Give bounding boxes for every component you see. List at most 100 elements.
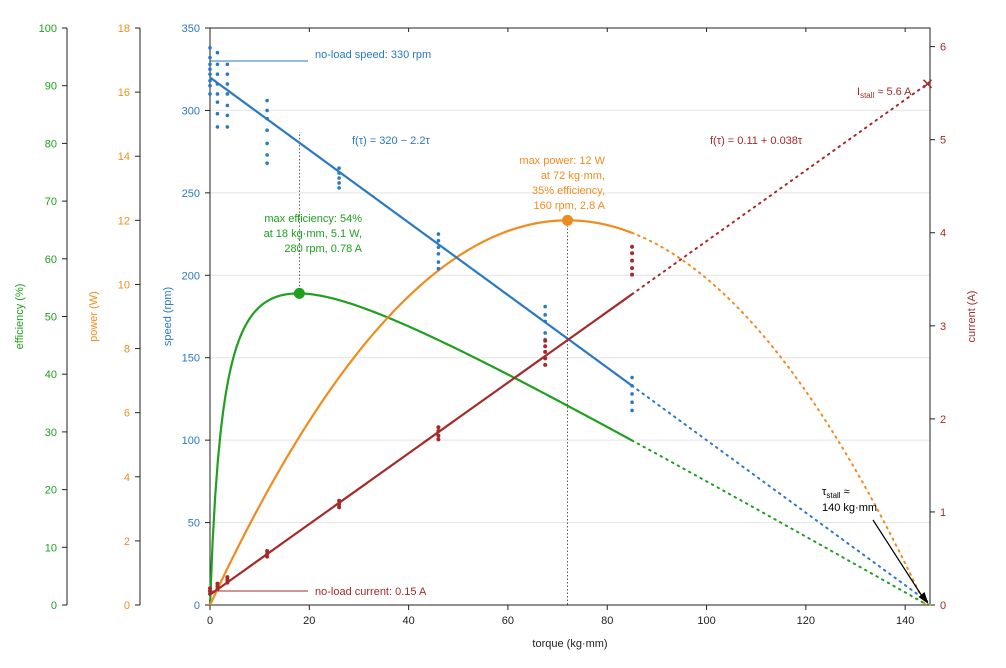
efficiency-tick-label: 70 — [45, 196, 57, 208]
speed-measurement-point — [208, 67, 212, 72]
speed-measurement-point — [208, 83, 212, 88]
max-power-label-line3: 35% efficiency, — [532, 185, 605, 197]
speed-measurement-point — [215, 50, 220, 55]
speed-measurement-point — [436, 238, 441, 243]
efficiency-tick-label: 100 — [39, 23, 57, 35]
speed-fit-line — [209, 76, 633, 387]
stall-torque-approx: ≈ — [841, 486, 850, 498]
current-measurement-point — [215, 584, 220, 589]
current-measurement-point — [265, 551, 270, 556]
stall-torque-arrow-head — [918, 592, 929, 604]
power-tick-label: 18 — [118, 23, 130, 35]
efficiency-tick-label: 30 — [45, 427, 57, 439]
stall-torque-arrow-shaft — [872, 519, 926, 601]
speed-measurement-point — [436, 260, 441, 264]
stall-torque-label-line2: 140 kg·mm — [822, 502, 877, 514]
power-tick-label: 2 — [124, 536, 130, 548]
speed-measurement-point — [208, 45, 212, 50]
efficiency-tick-label: 20 — [45, 485, 57, 497]
current-tick-label: 6 — [940, 42, 946, 54]
speed-measurement-point — [215, 100, 220, 104]
speed-measurement-point — [265, 116, 269, 121]
speed-measurement-point — [436, 252, 441, 256]
efficiency-axis-title: efficiency (%) — [14, 284, 26, 350]
speed-measurement-point — [225, 92, 230, 96]
speed-measurement-point — [208, 78, 212, 83]
current-measurement-point — [215, 581, 220, 586]
current-measurement-point — [543, 344, 548, 349]
speed-measurement-point — [337, 176, 341, 180]
stall-torque-label-line1: τstall ≈ — [822, 486, 850, 500]
power-tick-label: 12 — [118, 215, 130, 227]
speed-measurement-point — [630, 400, 634, 405]
current-fit-label: f(τ) = 0.11 + 0.038τ — [710, 135, 803, 147]
speed-measurement-point — [225, 113, 230, 118]
speed-measurement-point — [225, 72, 230, 76]
stall-current-label: Istall ≈ 5.6 A — [857, 86, 912, 100]
speed-measurement-point — [630, 392, 634, 396]
current-tick-label: 4 — [940, 228, 946, 240]
efficiency-tick-label: 60 — [45, 254, 57, 266]
speed-measurement-point — [265, 141, 269, 146]
annotation-layer: no-load speed: 330 rpm no-load current: … — [264, 49, 913, 598]
x-tick-label: 120 — [797, 615, 815, 627]
x-tick-label: 40 — [402, 615, 414, 627]
current-measurement-point — [543, 338, 548, 343]
speed-tick-label: 50 — [188, 518, 200, 530]
speed-tick-label: 100 — [182, 435, 200, 447]
stall-torque-symbol: τ — [822, 486, 827, 498]
speed-tick-label: 350 — [182, 23, 200, 35]
measurement-points-layer — [208, 45, 635, 596]
no-load-speed-label: no-load speed: 330 rpm — [315, 49, 431, 61]
power-tick-label: 8 — [124, 344, 130, 356]
current-tick-label: 2 — [940, 414, 946, 426]
current-tick-label: 3 — [940, 321, 946, 333]
max-power-marker — [562, 214, 574, 226]
max-power-label-line1: max power: 12 W — [519, 155, 605, 167]
speed-measurement-point — [265, 153, 269, 157]
current-measurement-point — [208, 589, 212, 594]
speed-measurement-point — [215, 72, 220, 76]
stall-current-symbol: I — [857, 86, 860, 98]
power-tick-label: 16 — [118, 87, 130, 99]
speed-measurement-point — [215, 125, 220, 129]
speed-measurement-point — [265, 161, 269, 165]
current-measurement-point — [337, 498, 342, 503]
stall-current-marker — [922, 79, 933, 89]
speed-extrapolated-line — [631, 384, 931, 605]
speed-measurement-point — [265, 108, 269, 113]
speed-tick-label: 300 — [182, 105, 200, 117]
efficiency-fit-line — [208, 292, 633, 606]
stall-current-value: ≈ 5.6 A — [874, 86, 912, 98]
current-measurement-point — [337, 505, 342, 510]
efficiency-tick-label: 50 — [45, 312, 57, 324]
current-measurement-point — [543, 356, 548, 361]
x-axis-title: torque (kg·mm) — [532, 638, 607, 650]
x-tick-label: 0 — [207, 615, 213, 627]
plot-frame — [209, 27, 931, 606]
x-tick-label: 80 — [601, 615, 613, 627]
speed-axis-title: speed (rpm) — [162, 287, 174, 346]
efficiency-tick-label: 90 — [45, 81, 57, 93]
current-tick-label: 1 — [940, 507, 946, 519]
max-efficiency-label-line3: 280 rpm, 0.78 A — [284, 243, 362, 255]
current-extrapolated-line — [631, 80, 931, 296]
max-efficiency-label-line1: max efficiency: 54% — [264, 213, 362, 225]
speed-measurement-point — [265, 128, 269, 133]
current-measurement-point — [436, 433, 441, 438]
series-layer — [208, 76, 933, 606]
power-axis-title: power (W) — [88, 291, 100, 342]
current-measurement-point — [208, 586, 212, 591]
current-measurement-point — [630, 258, 635, 263]
speed-measurement-point — [225, 103, 230, 108]
x-tick-label: 140 — [896, 615, 914, 627]
speed-tick-label: 150 — [182, 353, 200, 365]
current-measurement-point — [436, 425, 441, 430]
speed-fit-label: f(τ) = 320 − 2.2τ — [352, 135, 430, 147]
speed-measurement-point — [543, 304, 547, 309]
current-measurement-point — [225, 580, 230, 585]
current-measurement-point — [265, 549, 270, 554]
speed-measurement-point — [337, 181, 341, 185]
